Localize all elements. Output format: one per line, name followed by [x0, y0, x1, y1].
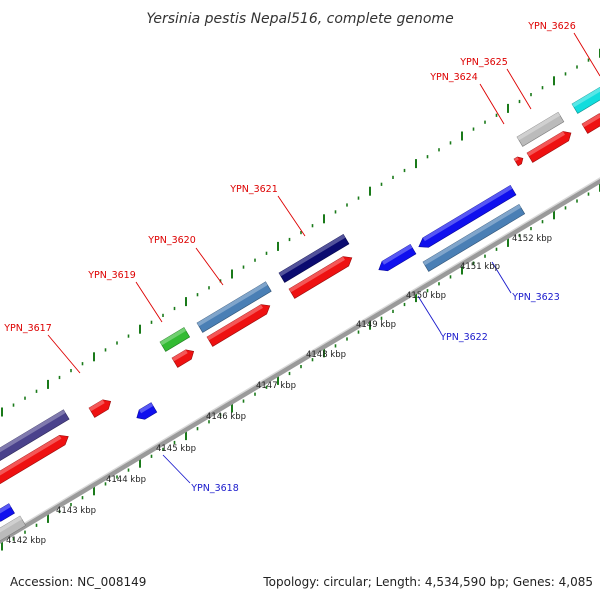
tick-label: 4150 kbp — [406, 291, 446, 301]
gene-leader-line — [417, 295, 442, 334]
gene-feature-navy — [278, 234, 350, 283]
genome-backbone — [0, 177, 600, 544]
gene-feature-purple — [0, 409, 70, 465]
gene-leader-line — [573, 32, 600, 77]
gene-feature-red — [206, 304, 271, 347]
tick-label: 4145 kbp — [156, 444, 196, 454]
gene-leader-line — [135, 281, 163, 323]
gene-feature-blue — [418, 184, 517, 248]
gene-label: YPN_3624 — [429, 72, 478, 83]
gene-feature-red — [526, 131, 572, 163]
backbone-highlight — [0, 177, 600, 539]
gene-feature-red — [88, 399, 112, 418]
tick-label: 4142 kbp — [6, 536, 46, 546]
gene-feature-blue — [0, 503, 15, 522]
gene-feature-blue — [378, 244, 417, 272]
minus-strand-ticks — [1, 182, 600, 551]
map-title: Yersinia pestis Nepal516, complete genom… — [146, 11, 453, 27]
gene-features — [0, 83, 600, 544]
gene-feature-blue — [136, 402, 158, 420]
gene-leader-line — [491, 261, 512, 294]
gene-feature-gray — [516, 111, 565, 147]
tick-label: 4146 kbp — [206, 412, 246, 422]
gene-label: YPN_3617 — [3, 323, 52, 334]
gene-feature-red — [288, 256, 353, 299]
tick-label: 4148 kbp — [306, 350, 346, 360]
gene-label: YPN_3622 — [439, 332, 488, 343]
gene-leader-line — [479, 83, 505, 125]
accession-text: Accession: NC_008149 — [10, 575, 146, 589]
tick-label: 4147 kbp — [256, 381, 296, 391]
gene-label: YPN_3621 — [229, 184, 278, 195]
gene-labels: YPN_3617 YPN_3618 YPN_3619 YPN_3620 YPN_3621… — [3, 21, 576, 494]
gene-label: YPN_3626 — [527, 21, 576, 32]
tick-label: 4151 kbp — [460, 262, 500, 272]
tick-label: 4144 kbp — [106, 475, 146, 485]
gene-feature-cyan — [571, 83, 600, 114]
tick-label: 4149 kbp — [356, 320, 396, 330]
gene-label: YPN_3625 — [459, 57, 508, 68]
tick-label: 4152 kbp — [512, 234, 552, 244]
gene-feature-green — [159, 327, 191, 352]
gene-feature-steel — [422, 203, 526, 272]
gene-feature-red — [0, 435, 69, 487]
gene-leader-line — [506, 68, 532, 110]
gene-feature-steel — [196, 281, 272, 333]
gene-leader-line — [277, 195, 306, 237]
plus-strand-ticks — [1, 48, 600, 417]
gene-leader-line — [195, 247, 224, 286]
label-leaders — [47, 32, 600, 484]
gene-feature-red — [171, 349, 195, 368]
genome-summary-text: Topology: circular; Length: 4,534,590 bp… — [262, 575, 593, 589]
gene-label: YPN_3623 — [511, 292, 560, 303]
gene-label: YPN_3619 — [87, 270, 136, 281]
gene-feature-gray — [0, 515, 27, 544]
gene-leader-line — [47, 334, 81, 374]
gene-feature-red — [513, 156, 524, 167]
gene-leader-line — [162, 454, 191, 484]
gene-label: YPN_3620 — [147, 235, 196, 246]
gene-feature-red — [581, 113, 600, 134]
backbone-line — [0, 178, 600, 544]
gene-label: YPN_3618 — [190, 483, 239, 494]
tick-labels: 4142 kbp 4143 kbp 4144 kbp 4145 kbp 4146 kbp… — [6, 234, 552, 546]
tick-label: 4143 kbp — [56, 506, 96, 516]
